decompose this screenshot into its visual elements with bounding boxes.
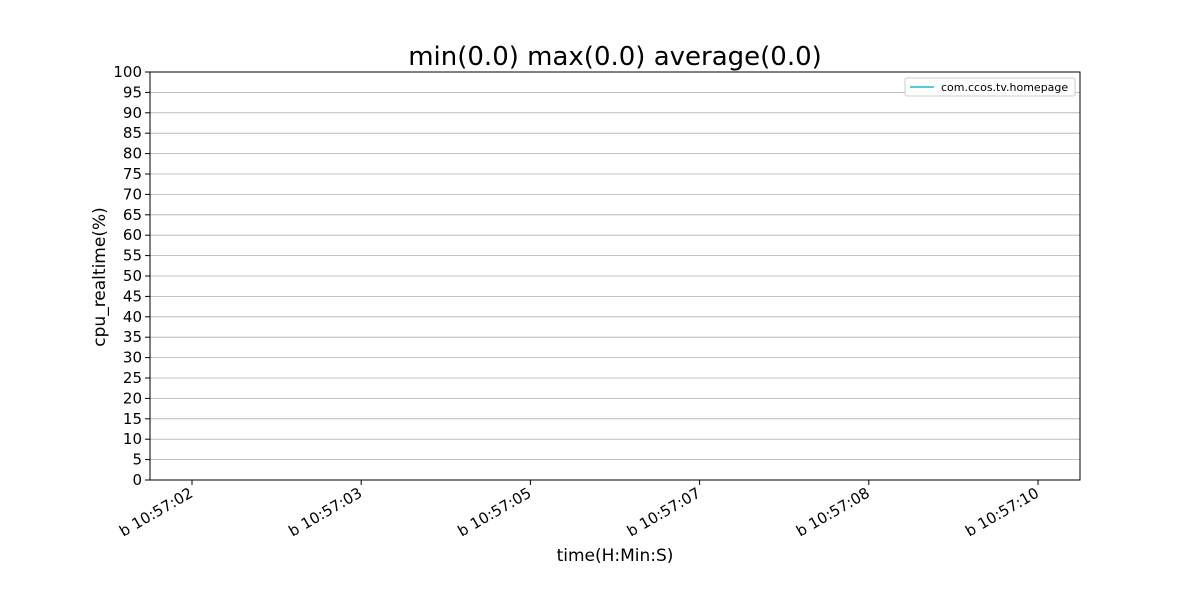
chart-title: min(0.0) max(0.0) average(0.0) bbox=[408, 42, 822, 72]
y-tick-label-40: 40 bbox=[123, 308, 142, 326]
y-tick-label-100: 100 bbox=[113, 63, 142, 81]
y-axis-ticks: 0 5 10 15 20 25 30 35 40 45 50 55 60 65 70 75 80 85 90 95 10… bbox=[113, 63, 150, 489]
x-axis-ticks: b 10:57:02 b 10:57:03 b 10:57:05 b 10:57:07… bbox=[116, 480, 1042, 540]
y-tick-label-80: 80 bbox=[123, 145, 142, 163]
y-tick-label-15: 15 bbox=[123, 410, 142, 428]
legend: com.ccos.tv.homepage bbox=[904, 77, 1076, 97]
y-tick-label-10: 10 bbox=[123, 430, 142, 448]
x-tick-label-5: b 10:57:10 bbox=[962, 484, 1042, 540]
y-tick-label-0: 0 bbox=[132, 471, 142, 489]
x-tick-label-4: b 10:57:08 bbox=[793, 484, 873, 540]
y-tick-label-5: 5 bbox=[132, 451, 142, 469]
grid-lines bbox=[150, 71, 1080, 481]
y-tick-label-90: 90 bbox=[123, 104, 142, 122]
y-tick-label-35: 35 bbox=[123, 328, 142, 346]
y-tick-label-85: 85 bbox=[123, 124, 142, 142]
y-tick-label-55: 55 bbox=[123, 247, 142, 265]
y-tick-label-95: 95 bbox=[123, 83, 142, 101]
x-axis-label: time(H:Min:S) bbox=[557, 546, 674, 566]
y-tick-label-25: 25 bbox=[123, 369, 142, 387]
y-tick-label-50: 50 bbox=[123, 267, 142, 285]
y-axis-label: cpu_realtime(%) bbox=[90, 207, 110, 346]
y-tick-label-70: 70 bbox=[123, 185, 142, 203]
legend-label-com-ccos-tv-homepage: com.ccos.tv.homepage bbox=[941, 81, 1068, 94]
x-tick-label-0: b 10:57:02 bbox=[116, 484, 196, 540]
y-tick-label-20: 20 bbox=[123, 389, 142, 407]
x-tick-label-1: b 10:57:03 bbox=[285, 484, 365, 540]
x-tick-label-2: b 10:57:05 bbox=[455, 484, 535, 540]
y-tick-label-45: 45 bbox=[123, 287, 142, 305]
y-tick-label-30: 30 bbox=[123, 349, 142, 367]
y-tick-label-75: 75 bbox=[123, 165, 142, 183]
x-tick-label-3: b 10:57:07 bbox=[624, 484, 704, 540]
legend-box bbox=[904, 77, 1076, 97]
y-tick-label-65: 65 bbox=[123, 206, 142, 224]
y-tick-label-60: 60 bbox=[123, 226, 142, 244]
